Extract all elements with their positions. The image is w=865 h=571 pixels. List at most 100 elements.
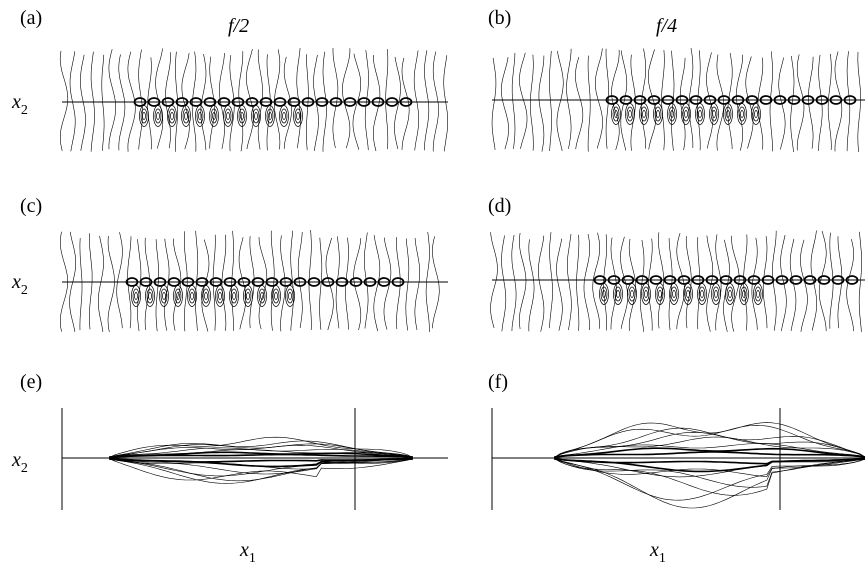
contour-line (165, 52, 171, 149)
vortex-contour (296, 112, 300, 120)
vortex-contour (133, 97, 147, 107)
contour-line (676, 233, 685, 330)
contour-line (576, 234, 580, 331)
vortex-contour (653, 103, 663, 125)
contour-line (238, 51, 244, 152)
vortex-contour (754, 286, 762, 302)
contour-line (511, 52, 516, 150)
contour-line (583, 233, 590, 330)
vortex-contour (363, 277, 377, 287)
contour-line (238, 237, 247, 330)
vortex-contour (190, 292, 194, 300)
vortex-contour (803, 275, 817, 285)
vortex-contour (775, 275, 789, 285)
vortex-contour (279, 277, 293, 287)
vortex-contour (251, 105, 261, 127)
vortex-contour (287, 97, 301, 107)
vortex-contour (635, 275, 649, 285)
panel-label: (d) (488, 195, 511, 217)
vortex-contour (254, 112, 258, 120)
vortex-contour (705, 275, 719, 285)
contour-line (501, 235, 507, 332)
contour-line (109, 436, 413, 481)
vortex-contour (719, 275, 733, 285)
vortex-contour (160, 288, 168, 304)
contour-line (342, 48, 351, 149)
vortex-contour (642, 286, 650, 302)
vortex-contour (231, 97, 245, 107)
vortex-contour (726, 286, 734, 302)
contour-line (345, 237, 349, 330)
vortex-contour (202, 288, 210, 304)
contour-line (325, 237, 334, 331)
vortex-contour (593, 275, 607, 285)
vortex-contour (162, 292, 166, 300)
vortex-contour (198, 112, 202, 120)
vortex-contour (274, 292, 278, 300)
vortex-contour (147, 97, 161, 107)
contour-line (245, 49, 254, 150)
vortex-contour (740, 286, 748, 302)
vortex-contour (843, 95, 857, 105)
vortex-contour (612, 106, 620, 122)
vortex-contour (756, 290, 760, 298)
contour-line (363, 232, 369, 329)
vortex-contour (697, 283, 707, 305)
vortex-contour (711, 283, 721, 305)
vortex-contour (689, 95, 703, 105)
vortex-contour (742, 290, 746, 298)
vortex-contour (726, 110, 730, 118)
vortex-contour (173, 285, 183, 307)
vortex-contour (170, 112, 174, 120)
vortex-contour (739, 283, 749, 305)
vortex-contour (647, 95, 661, 105)
vortex-contour (640, 106, 648, 122)
contour-line (528, 239, 535, 332)
vortex-contour (209, 277, 223, 287)
contour-line (818, 231, 827, 332)
vortex-contour (639, 103, 649, 125)
contour-line (164, 238, 170, 331)
vortex-contour (627, 283, 637, 305)
vortex-contour (695, 103, 705, 125)
contour-line (424, 50, 430, 151)
vortex-contour (654, 106, 662, 122)
vortex-contour (271, 285, 281, 307)
vortex-contour (293, 277, 307, 287)
vortex-contour (280, 108, 288, 124)
contour-line (554, 431, 865, 488)
vortex-contour (703, 95, 717, 105)
vortex-contour (307, 277, 321, 287)
contour-line (605, 48, 609, 149)
vortex-contour (189, 97, 203, 107)
contour-line (554, 451, 865, 465)
vortex-contour (237, 105, 247, 127)
contour-line (137, 239, 142, 332)
vortex-contour (670, 286, 678, 302)
contour-line (283, 56, 292, 149)
vortex-contour (148, 292, 152, 300)
contour-line (641, 48, 647, 149)
vortex-contour (145, 285, 155, 307)
vortex-contour (187, 285, 197, 307)
vortex-contour (252, 108, 260, 124)
vortex-contour (789, 275, 803, 285)
vortex-contour (204, 292, 208, 300)
vortex-contour (672, 290, 676, 298)
vortex-contour (371, 97, 385, 107)
vortex-contour (644, 290, 648, 298)
vortex-contour (245, 97, 259, 107)
vortex-contour (669, 283, 679, 305)
vortex-contour (740, 110, 744, 118)
vortex-contour (282, 112, 286, 120)
vortex-contour (724, 106, 732, 122)
panel-label: (a) (20, 7, 42, 29)
vortex-contour (754, 110, 758, 118)
vortex-contour (230, 288, 238, 304)
vortex-contour (621, 275, 635, 285)
contour-line (800, 239, 808, 332)
vortex-contour (613, 283, 623, 305)
vortex-contour (787, 95, 801, 105)
vortex-contour (195, 105, 205, 127)
contour-line (511, 234, 517, 332)
